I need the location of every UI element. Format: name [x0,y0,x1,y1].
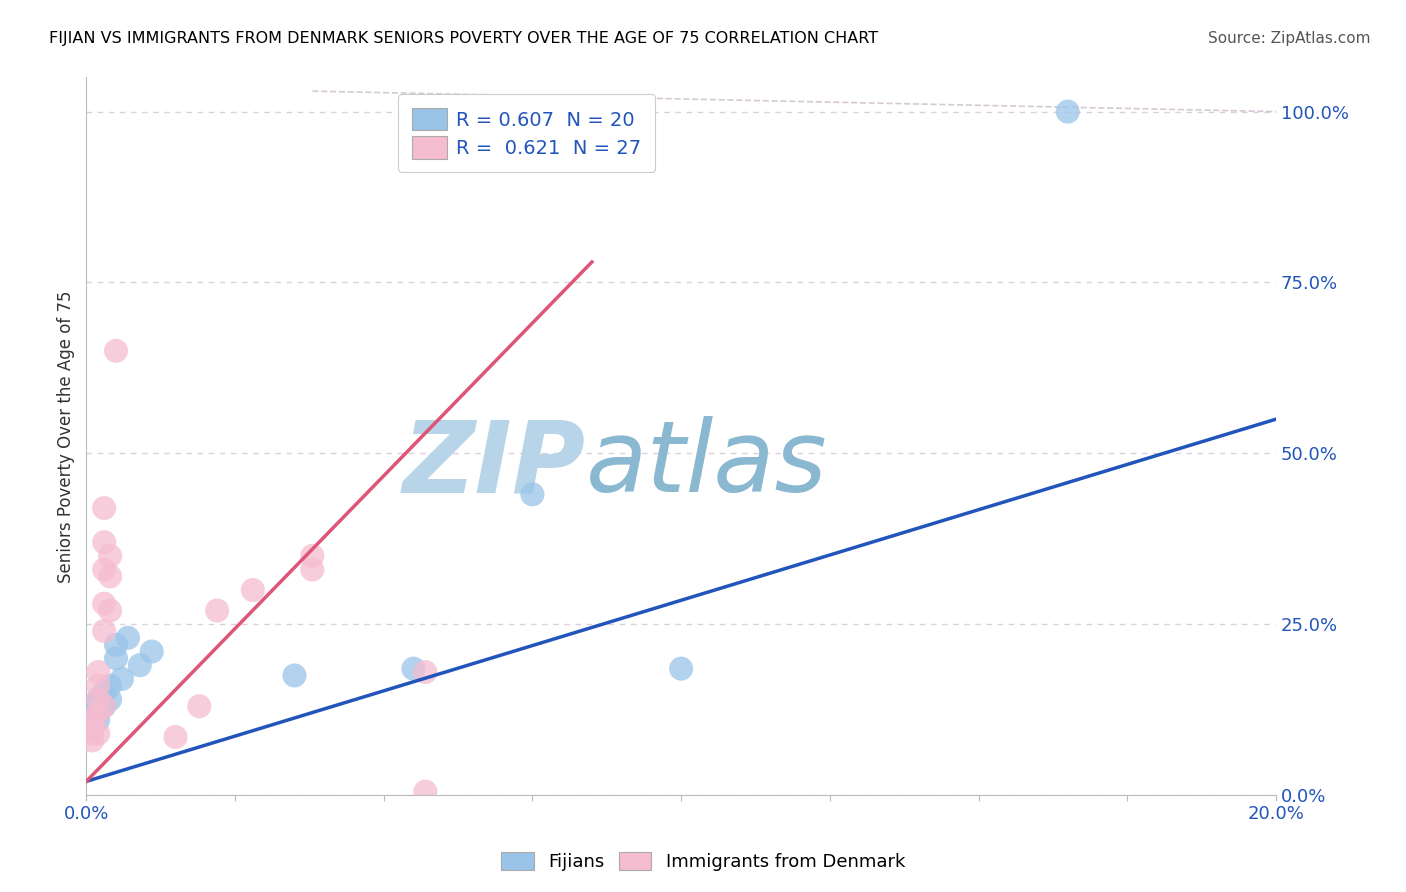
Point [87,665,110,679]
Text: ZIP: ZIP [404,417,586,514]
Point [82,720,104,734]
Point [82,720,104,734]
Point [87,692,110,706]
Point [87,706,110,720]
Point [93,699,115,714]
Point [93,624,115,638]
Point [242,582,264,597]
Point [402,662,425,676]
Point [93,562,115,576]
Point [165,730,187,744]
Text: Source: ZipAtlas.com: Source: ZipAtlas.com [1208,31,1371,46]
Point [128,658,150,673]
Point [87,713,110,727]
Point [105,651,128,665]
Point [111,672,134,686]
Point [105,343,128,358]
Text: atlas: atlas [586,417,828,514]
Point [98,603,121,617]
Point [117,631,139,645]
Y-axis label: Seniors Poverty Over the Age of 75: Seniors Poverty Over the Age of 75 [58,290,75,582]
Point [98,679,121,693]
Point [93,535,115,549]
Point [205,603,228,617]
Point [82,733,104,747]
Point [93,699,115,714]
Point [415,784,437,798]
Point [283,668,305,682]
Point [1056,104,1078,119]
Point [93,597,115,611]
Point [82,699,104,714]
Point [87,679,110,693]
Text: FIJIAN VS IMMIGRANTS FROM DENMARK SENIORS POVERTY OVER THE AGE OF 75 CORRELATION: FIJIAN VS IMMIGRANTS FROM DENMARK SENIOR… [49,31,879,46]
Point [669,662,692,676]
Point [98,692,121,706]
Point [188,699,211,714]
Point [141,644,163,658]
Point [522,487,544,501]
Point [93,501,115,516]
Point [105,638,128,652]
Point [98,569,121,583]
Point [87,726,110,740]
Legend: R = 0.607  N = 20, R =  0.621  N = 27: R = 0.607 N = 20, R = 0.621 N = 27 [398,95,655,172]
Legend: Fijians, Immigrants from Denmark: Fijians, Immigrants from Denmark [494,845,912,879]
Point [98,549,121,563]
Point [87,706,110,720]
Point [415,665,437,679]
Point [93,685,115,699]
Point [82,713,104,727]
Point [301,562,323,576]
Point [82,726,104,740]
Point [87,692,110,706]
Point [301,549,323,563]
